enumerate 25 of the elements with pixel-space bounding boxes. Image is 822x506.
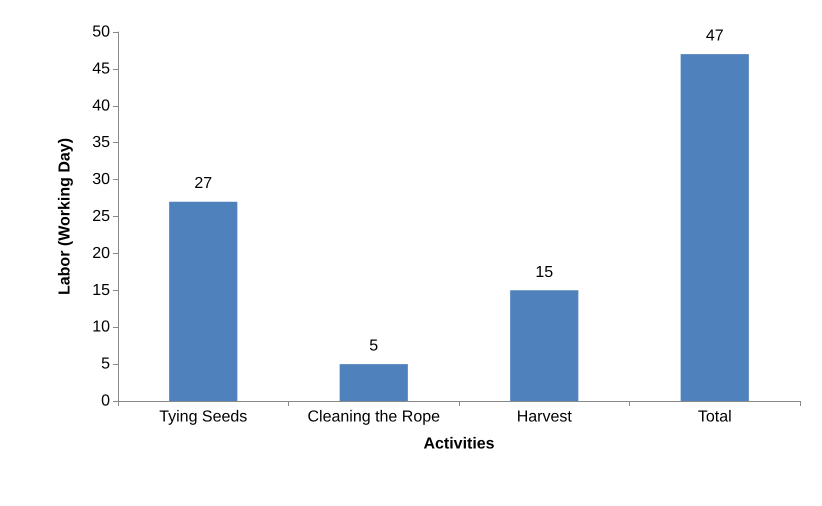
- data-label: 15: [535, 264, 554, 281]
- bar: [510, 290, 578, 401]
- y-tick-label: 30: [92, 171, 110, 188]
- data-label: 47: [706, 28, 724, 45]
- y-tick-label: 20: [92, 244, 110, 262]
- bar: [169, 202, 238, 401]
- y-tick-label: 25: [92, 208, 110, 225]
- x-tick-label: Harvest: [516, 408, 572, 426]
- bar: [340, 364, 408, 401]
- data-label: 27: [194, 175, 212, 192]
- y-tick-label: 35: [92, 134, 110, 152]
- y-tick-label: 5: [101, 356, 110, 373]
- data-label: 5: [369, 338, 378, 355]
- y-tick-label: 40: [92, 97, 110, 114]
- y-tick-label: 0: [101, 392, 110, 410]
- y-tick-label: 50: [92, 24, 110, 40]
- y-tick-label: 10: [92, 318, 110, 336]
- y-tick-label: 45: [92, 60, 110, 78]
- y-tick-label: 15: [92, 282, 110, 299]
- x-tick-label: Tying Seeds: [159, 408, 248, 426]
- y-axis-title: Labor (Working Day): [56, 138, 74, 296]
- x-tick-label: Total: [698, 408, 732, 426]
- x-tick-label: Cleaning the Rope: [307, 408, 440, 426]
- bar: [680, 54, 749, 401]
- x-axis-title: Activities: [423, 436, 495, 452]
